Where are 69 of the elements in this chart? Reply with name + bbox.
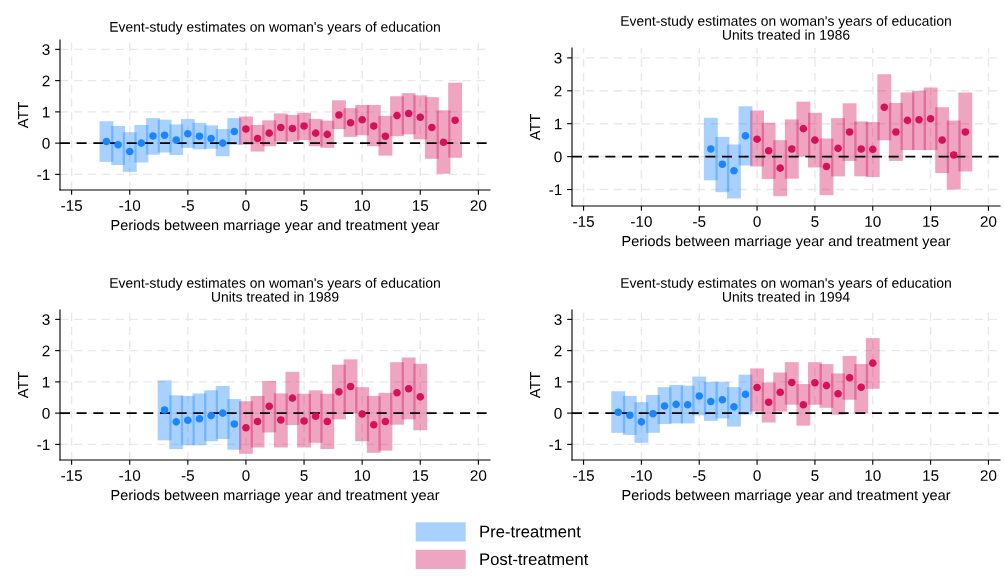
- y-tick-label: 1: [554, 118, 562, 130]
- y-tick-label: -1: [549, 184, 562, 196]
- x-tick-label: 0: [242, 200, 250, 211]
- y-tick-label: 0: [42, 407, 50, 419]
- y-axis-title: ATT: [530, 114, 541, 141]
- x-tick-label: -5: [181, 200, 194, 211]
- x-tick-label: -5: [693, 216, 706, 227]
- y-tick-label: 3: [42, 44, 50, 56]
- x-tick-label: -5: [693, 470, 706, 481]
- chart-subtitle: Units treated in 1986: [722, 29, 850, 40]
- y-tick-label: 2: [554, 345, 562, 357]
- x-tick-label: 5: [300, 200, 308, 211]
- x-tick-label: -10: [631, 216, 652, 227]
- x-tick-label: 20: [980, 216, 997, 227]
- x-axis-title: Periods between marriage year and treatment year: [622, 489, 951, 504]
- y-tick-label: -1: [37, 169, 50, 180]
- x-tick-label: 20: [470, 470, 487, 481]
- y-tick-label: 0: [554, 407, 562, 419]
- x-tick-label: -5: [181, 470, 194, 481]
- y-tick-label: 3: [554, 52, 562, 64]
- y-tick-label: 1: [42, 376, 50, 388]
- y-axis-title: ATT: [530, 372, 541, 399]
- x-tick-label: 10: [354, 200, 371, 211]
- chart-subtitle: Units treated in 1989: [211, 291, 339, 302]
- x-tick-label: 15: [412, 200, 429, 211]
- y-tick-label: -1: [37, 439, 50, 450]
- x-tick-label: 10: [354, 470, 371, 481]
- y-tick-label: 3: [554, 314, 562, 326]
- y-tick-label: 0: [554, 151, 562, 163]
- y-tick-label: -1: [549, 439, 562, 450]
- x-tick-label: 15: [923, 470, 939, 481]
- chart-subtitle: Units treated in 1994: [722, 291, 850, 302]
- x-tick-label: -15: [573, 470, 594, 481]
- x-axis-title: Periods between marriage year and treatment year: [111, 219, 440, 234]
- x-tick-label: 0: [753, 470, 761, 481]
- y-axis-title: ATT: [18, 102, 29, 129]
- x-tick-label: -15: [61, 200, 83, 211]
- y-tick-label: 2: [554, 85, 562, 97]
- x-tick-label: -10: [631, 470, 652, 481]
- chart-title: Event-study estimates on woman's years of education: [621, 277, 951, 291]
- y-tick-label: 0: [42, 137, 50, 149]
- x-axis-title: Periods between marriage year and treatment year: [111, 489, 440, 504]
- x-tick-label: 10: [865, 216, 881, 227]
- y-tick-label: 3: [42, 314, 50, 326]
- x-tick-label: 20: [470, 200, 487, 211]
- x-tick-label: 5: [811, 470, 819, 481]
- x-tick-label: 0: [753, 216, 761, 227]
- x-axis-title: Periods between marriage year and treatment year: [622, 235, 951, 250]
- y-axis-title: ATT: [18, 372, 29, 399]
- legend-label: Pre-treatment: [480, 525, 581, 538]
- y-tick-label: 2: [42, 75, 50, 87]
- chart-title: Event-study estimates on woman's years of education: [621, 15, 951, 29]
- x-tick-label: 0: [242, 470, 250, 481]
- x-tick-label: -15: [61, 470, 83, 481]
- x-tick-label: 5: [300, 470, 308, 481]
- y-tick-label: 2: [42, 345, 50, 357]
- x-tick-label: -15: [573, 216, 594, 227]
- x-tick-label: 20: [980, 470, 997, 481]
- y-tick-label: 1: [554, 376, 562, 388]
- chart-title: Event-study estimates on woman's years of education: [110, 21, 440, 35]
- y-tick-label: 1: [42, 106, 50, 118]
- x-tick-label: 15: [923, 216, 939, 227]
- x-tick-label: -10: [119, 470, 141, 481]
- chart-title: Event-study estimates on woman's years of education: [110, 277, 440, 291]
- x-tick-label: 15: [412, 470, 429, 481]
- legend-label: Post-treatment: [480, 553, 589, 566]
- x-tick-label: 10: [865, 470, 881, 481]
- x-tick-label: 5: [811, 216, 819, 227]
- x-tick-label: -10: [119, 200, 141, 211]
